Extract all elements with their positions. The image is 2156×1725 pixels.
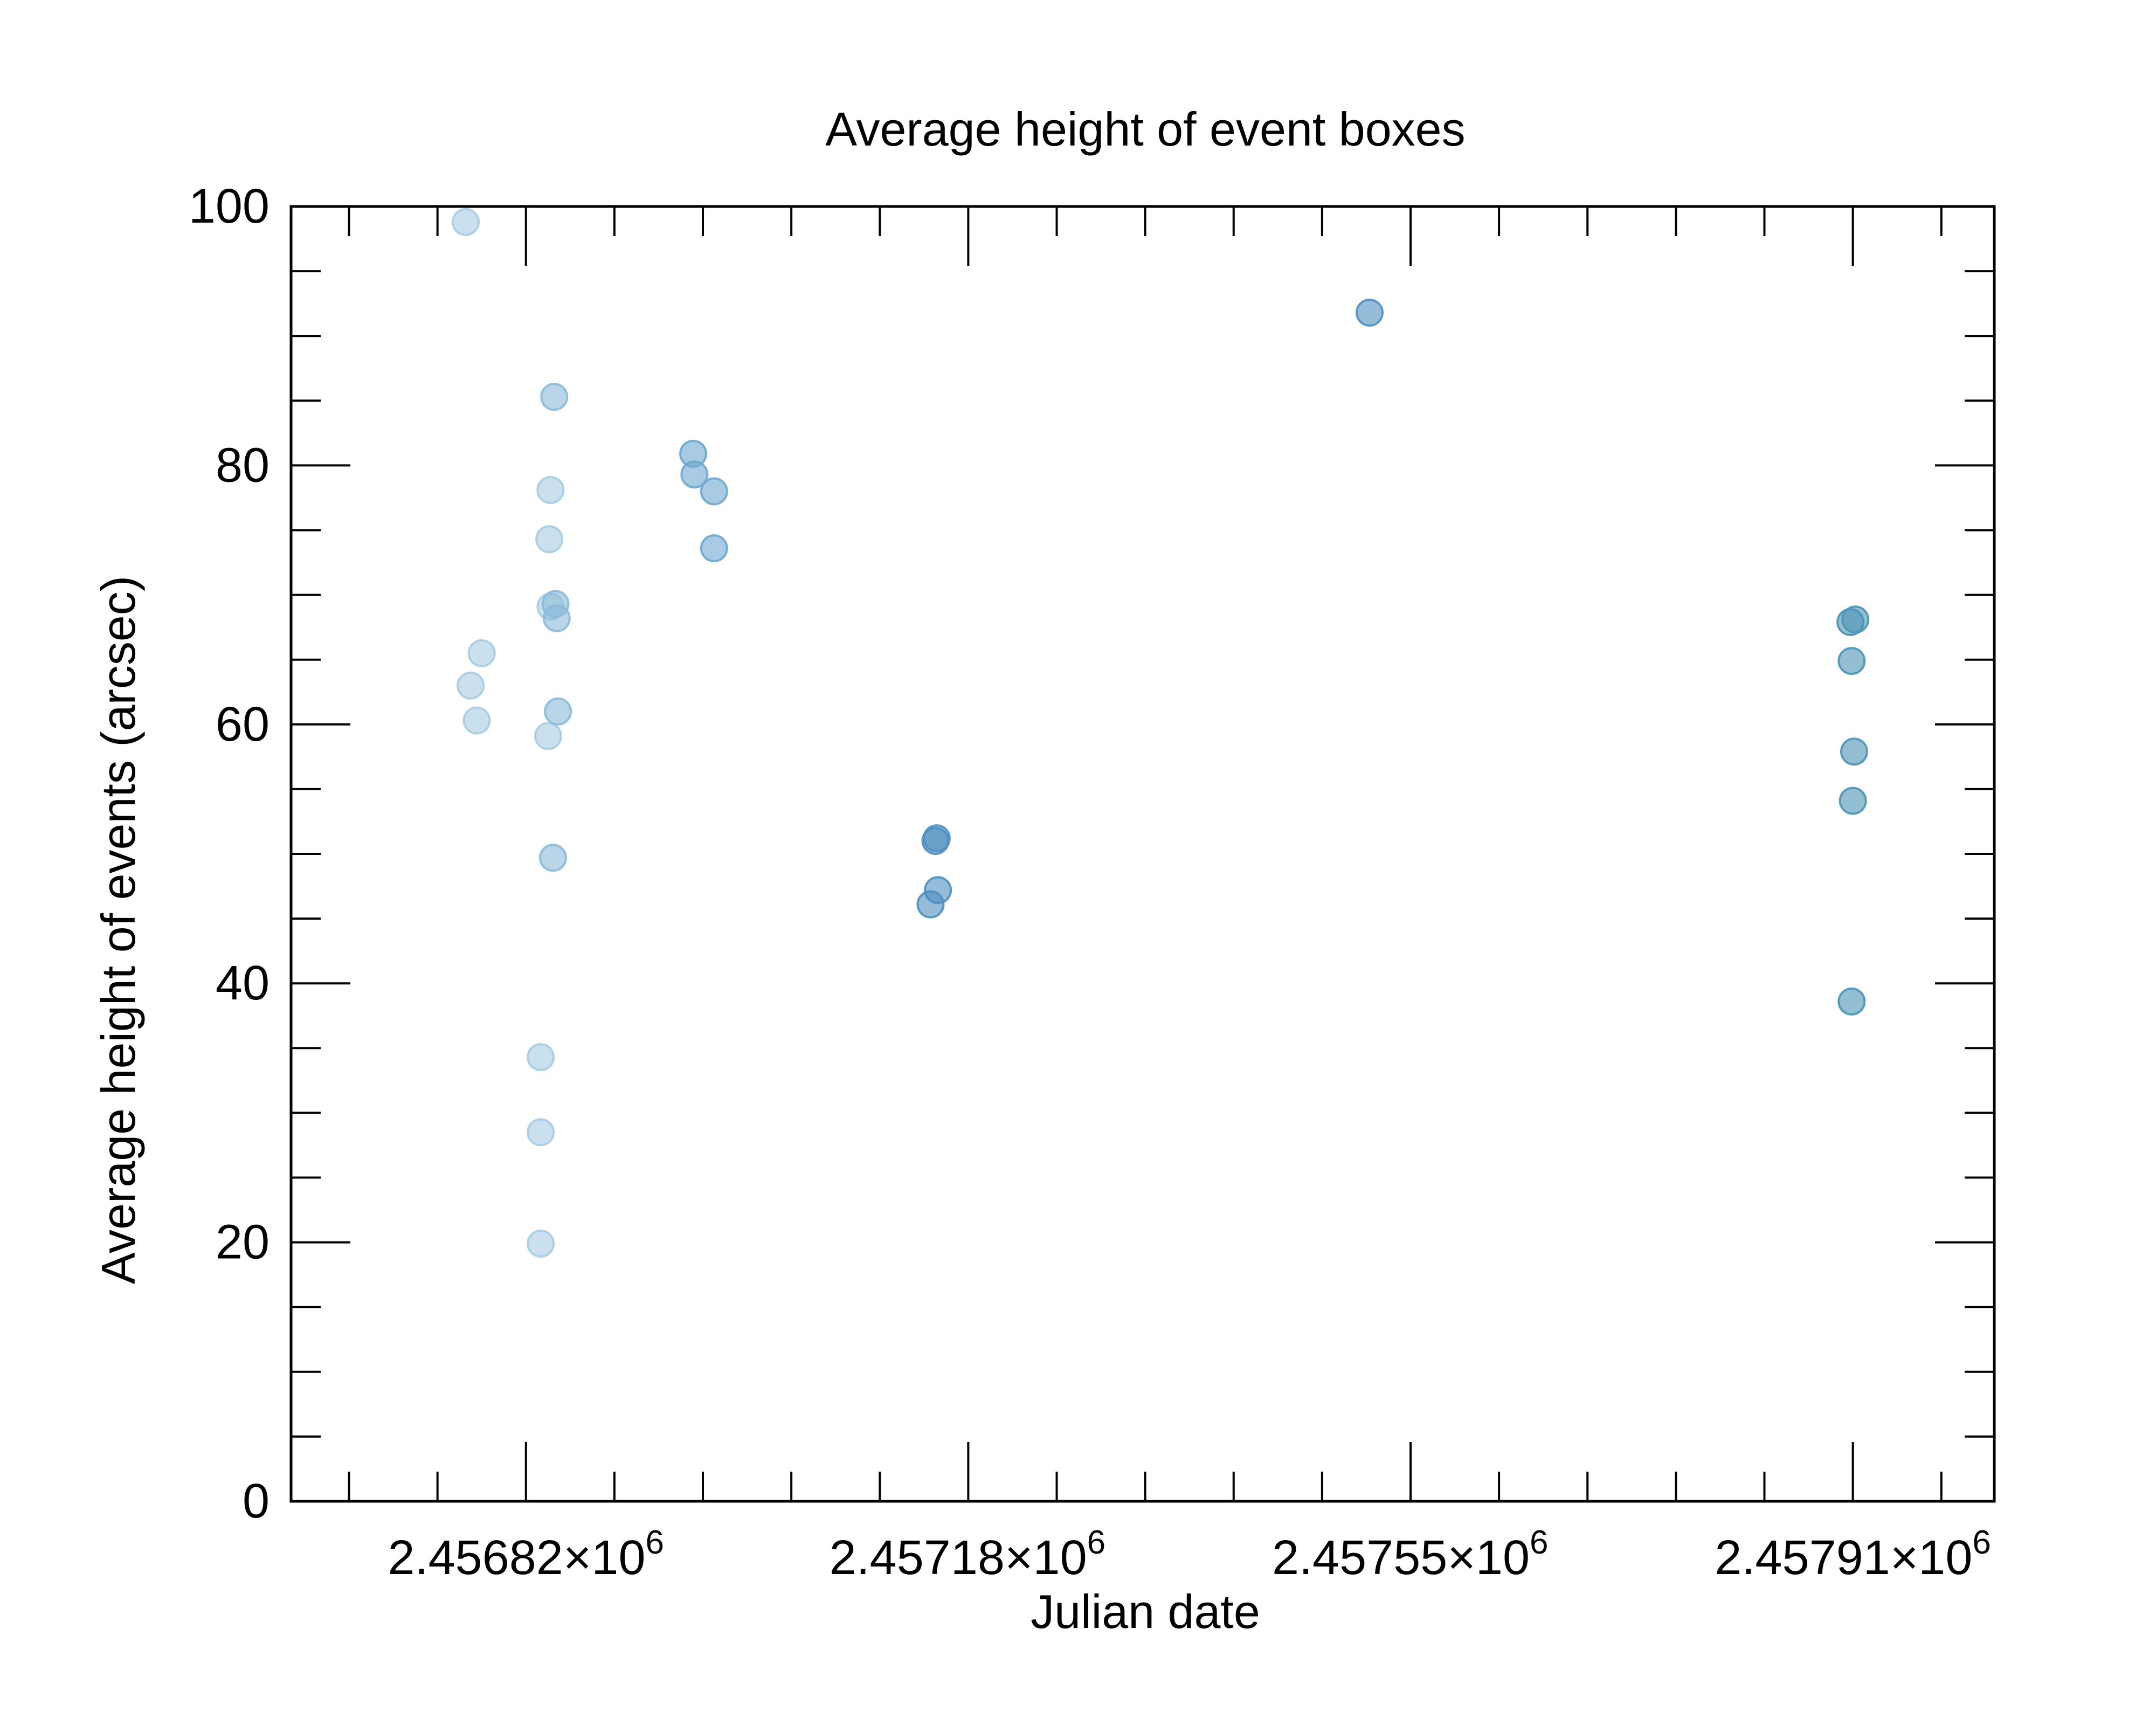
data-point (536, 476, 565, 505)
x-tick-label: 2.45718×106 (830, 1524, 1105, 1585)
data-point (527, 1043, 555, 1072)
data-point (457, 671, 485, 700)
data-point (922, 824, 951, 853)
data-point (527, 1118, 555, 1147)
y-tick-label: 80 (216, 438, 270, 492)
x-tick-label: 2.45682×106 (388, 1524, 664, 1585)
data-point (540, 383, 569, 411)
x-axis-label: Julian date (1031, 1585, 1260, 1638)
y-tick-label: 20 (216, 1216, 270, 1269)
x-tick-label: 2.45755×106 (1272, 1524, 1548, 1585)
data-point (1840, 737, 1868, 766)
y-tick-label: 40 (216, 956, 270, 1010)
data-point (680, 460, 709, 489)
data-point (924, 876, 952, 905)
plot-area: 0 20 40 60 80 100 2.45682×106 2.45718×106 2.4575… (189, 180, 1996, 1585)
data-point (451, 208, 480, 236)
data-point (700, 477, 728, 506)
data-point (1837, 647, 1866, 675)
data-point (1841, 605, 1870, 634)
data-point (467, 639, 496, 667)
x-tick-label: 2.45791×106 (1715, 1524, 1991, 1585)
data-point (542, 604, 571, 632)
data-point (527, 1230, 555, 1258)
data-point (544, 697, 572, 726)
chart-title: Average height of event boxes (825, 102, 1465, 156)
data-point (1837, 987, 1866, 1016)
data-point (1355, 298, 1384, 327)
y-tick-label: 100 (189, 180, 270, 233)
y-axis-label: Average height of events (arcsec) (92, 576, 145, 1284)
y-tick-label: 0 (243, 1474, 270, 1528)
y-tick-label: 60 (216, 698, 270, 751)
data-point (1839, 786, 1867, 815)
data-point (535, 525, 564, 554)
data-point (538, 844, 567, 872)
data-point (700, 534, 728, 563)
data-point (462, 706, 491, 735)
data-point (534, 722, 562, 750)
